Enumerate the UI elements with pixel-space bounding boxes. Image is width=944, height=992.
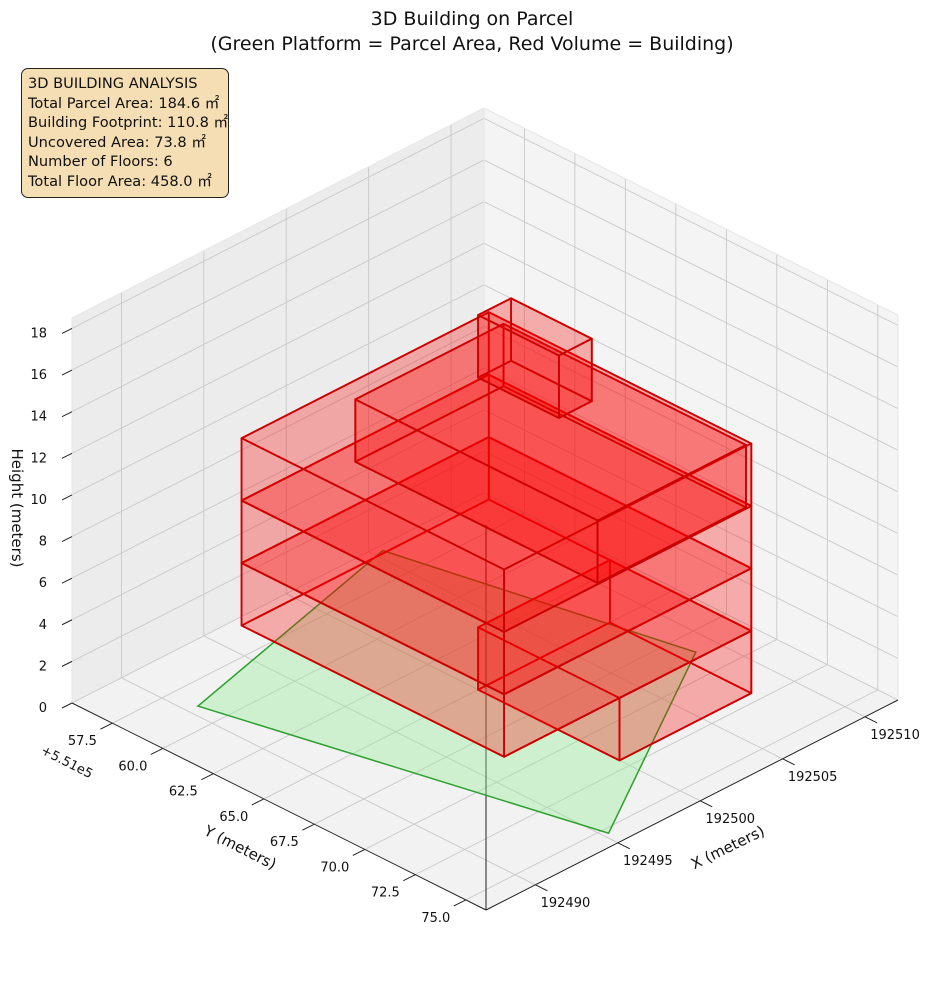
grid-line-z-right: [483, 367, 899, 576]
chart-title: 3D Building on Parcel: [371, 8, 574, 30]
z-tick-label: 12: [30, 451, 47, 466]
x-tick-mark: [617, 842, 631, 850]
grid-line-y-floor: [465, 689, 879, 901]
y-tick-label: 67.5: [270, 835, 299, 850]
z-tick-label: 0: [39, 701, 47, 716]
x-tick-label: 192510: [870, 728, 920, 743]
building-volume-face: [240, 311, 753, 571]
y-tick-mark: [352, 848, 366, 856]
info-line-footprint: Building Footprint: 110.8 ㎡: [28, 114, 229, 132]
grid-line-z-right: [483, 242, 899, 451]
z-tick-mark: [61, 577, 73, 584]
z-tick-label: 16: [30, 368, 47, 383]
z-tick-label: 10: [30, 493, 47, 508]
z-tick-mark: [61, 702, 73, 709]
x-tick-mark: [782, 758, 795, 766]
y-tick-mark: [201, 773, 214, 781]
pane-back-left: [72, 108, 484, 703]
x-tick-mark: [864, 716, 878, 724]
y-tick-mark: [150, 747, 164, 755]
grid-line-y-floor: [415, 664, 828, 876]
grid-line-z-left: [71, 159, 485, 371]
x-tick-mark: [535, 884, 548, 892]
y-tick-mark: [403, 874, 416, 882]
x-tick-label: 192490: [541, 896, 591, 911]
info-line-floor-area: Total Floor Area: 458.0 ㎡: [28, 172, 212, 190]
grid-line-z-left: [71, 118, 485, 329]
building-volume-face: [354, 322, 747, 522]
x-axis-label: X (meters): [688, 822, 768, 873]
y-tick-label: 70.0: [320, 860, 349, 875]
z-tick-label: 14: [30, 410, 47, 425]
y-axis-label: Y (meters): [200, 821, 279, 873]
building-volume-face: [477, 297, 593, 357]
chart-marks: [196, 297, 753, 835]
grid-line-z-left: [71, 367, 485, 579]
y-tick-mark: [453, 899, 467, 907]
z-tick-mark: [61, 411, 73, 418]
grid-line-z-left: [71, 409, 485, 621]
grid-line-x-floor: [121, 677, 536, 886]
analysis-info-box: 3D BUILDING ANALYSIS Total Parcel Area: …: [21, 68, 229, 198]
y-axis-line: [71, 702, 487, 911]
info-line-parcel-area: Total Parcel Area: 184.6 ㎡: [28, 94, 220, 112]
grid-line-y-floor: [162, 538, 576, 749]
grid-line-z-left: [71, 284, 485, 496]
x-tick-label: 192500: [705, 812, 755, 827]
x-tick-label: 192505: [788, 770, 838, 785]
z-tick-mark: [61, 660, 73, 667]
x-axis-line: [485, 699, 899, 911]
grid-line-z-left: [71, 242, 485, 454]
z-tick-mark: [61, 536, 73, 542]
grid-line-z-left: [71, 326, 485, 537]
grid-line-z-right: [483, 450, 899, 659]
z-axis-label: Height (meters): [8, 449, 26, 568]
z-tick-label: 4: [39, 618, 47, 633]
z-tick-mark: [61, 494, 73, 501]
grid-line-y-floor: [213, 563, 626, 775]
grid-line-x-floor: [368, 551, 783, 760]
z-tick-label: 6: [39, 576, 47, 591]
pane-back-right: [484, 108, 898, 700]
z-tick-mark: [61, 369, 73, 376]
y-tick-mark: [251, 798, 265, 806]
pane-edge: [71, 107, 485, 319]
y-tick-mark: [302, 823, 315, 831]
grid-line-y-floor: [314, 613, 727, 825]
grid-line-z-left: [71, 450, 485, 662]
y-tick-mark: [100, 722, 113, 730]
grid-line-z-left: [71, 492, 485, 704]
grid-line-z-right: [483, 159, 899, 368]
y-tick-label: 60.0: [118, 759, 147, 774]
grid-line-z-right: [483, 409, 899, 618]
grid-line-x-floor: [203, 635, 619, 844]
grid-line-y-floor: [112, 512, 525, 724]
info-box-title: 3D BUILDING ANALYSIS: [28, 75, 198, 92]
z-tick-mark: [61, 327, 73, 334]
y-tick-label: 65.0: [219, 810, 248, 825]
info-line-uncovered: Uncovered Area: 73.8 ㎡: [28, 133, 206, 151]
grid-line-z-left: [71, 201, 485, 413]
y-tick-label: 57.5: [68, 734, 97, 749]
grid-line-z-right: [483, 326, 899, 534]
z-tick-mark: [61, 619, 73, 626]
chart-subtitle: (Green Platform = Parcel Area, Red Volum…: [210, 33, 733, 55]
grid-line-z-right: [483, 118, 899, 326]
y-tick-label: 75.0: [421, 911, 450, 926]
x-tick-label: 192495: [623, 854, 673, 869]
pane-edge: [483, 107, 899, 316]
y-tick-label: 62.5: [169, 785, 198, 800]
z-tick-label: 2: [39, 659, 47, 674]
z-tick-mark: [61, 452, 73, 459]
info-line-floors: Number of Floors: 6: [28, 153, 173, 171]
y-tick-label: 72.5: [371, 886, 400, 901]
z-tick-label: 18: [30, 326, 47, 341]
grid-line-y-floor: [364, 639, 778, 850]
x-tick-mark: [700, 800, 713, 808]
grid-line-z-right: [483, 492, 899, 701]
z-tick-label: 8: [39, 535, 47, 550]
axis-lines: [71, 107, 899, 911]
grid-line-z-right: [483, 201, 899, 410]
